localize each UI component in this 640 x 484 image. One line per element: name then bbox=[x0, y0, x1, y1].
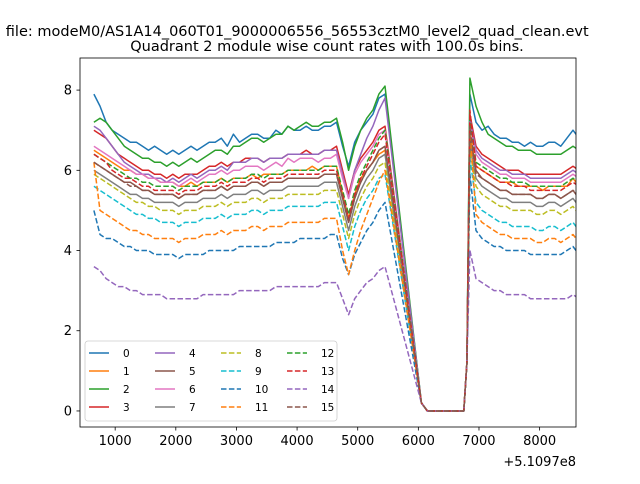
legend-label-3: 3 bbox=[123, 402, 130, 414]
series-line-11 bbox=[93, 129, 576, 412]
series-line-13 bbox=[93, 109, 576, 412]
series-line-8 bbox=[93, 149, 576, 412]
x-tick-label: 4000 bbox=[281, 434, 314, 449]
legend-label-6: 6 bbox=[189, 384, 196, 396]
x-tick-label: 8000 bbox=[523, 434, 556, 449]
legend-label-0: 0 bbox=[123, 348, 130, 360]
y-axis-ticks: 0 2 4 6 8 bbox=[64, 84, 80, 419]
y-tick-label: 8 bbox=[64, 84, 72, 99]
legend-label-8: 8 bbox=[255, 348, 262, 360]
legend-label-14: 14 bbox=[321, 384, 335, 396]
series-line-14 bbox=[93, 249, 576, 412]
x-tick-label: 1000 bbox=[99, 434, 132, 449]
x-tick-label: 3000 bbox=[220, 434, 253, 449]
legend-label-9: 9 bbox=[255, 366, 262, 378]
series-line-4 bbox=[93, 97, 576, 412]
series-line-10 bbox=[93, 173, 576, 412]
plot-area bbox=[79, 57, 577, 428]
legend-label-10: 10 bbox=[255, 384, 268, 396]
legend-label-7: 7 bbox=[189, 402, 196, 414]
series-line-7 bbox=[93, 145, 576, 412]
y-tick-label: 6 bbox=[64, 164, 72, 179]
y-tick-label: 4 bbox=[64, 244, 72, 259]
x-tick-label: 2000 bbox=[159, 434, 192, 449]
legend-label-15: 15 bbox=[321, 402, 334, 414]
legend-label-12: 12 bbox=[321, 348, 334, 360]
legend-box bbox=[84, 340, 338, 422]
x-tick-label: 7000 bbox=[462, 434, 495, 449]
series-line-6 bbox=[93, 125, 576, 412]
plot-frame bbox=[79, 57, 577, 428]
legend-label-1: 1 bbox=[123, 366, 130, 378]
x-tick-label: 6000 bbox=[402, 434, 435, 449]
x-axis-offset-label: +5.1097e8 bbox=[503, 455, 576, 470]
legend-label-11: 11 bbox=[255, 402, 268, 414]
chart-title: Quadrant 2 module wise count rates with … bbox=[130, 39, 524, 55]
x-tick-label: 5000 bbox=[341, 434, 374, 449]
series-line-0 bbox=[93, 93, 576, 412]
x-axis-ticks: 1000 2000 3000 4000 5000 6000 7000 8000 bbox=[99, 427, 556, 449]
series-line-15 bbox=[93, 125, 576, 412]
series-line-9 bbox=[93, 157, 576, 412]
y-tick-label: 0 bbox=[64, 404, 72, 419]
legend-label-4: 4 bbox=[189, 348, 196, 360]
y-tick-label: 2 bbox=[64, 324, 72, 339]
series-line-12 bbox=[93, 117, 576, 412]
legend-label-2: 2 bbox=[123, 384, 130, 396]
legend-label-13: 13 bbox=[321, 366, 334, 378]
chart-suptitle: n file: modeM0/AS1A14_060T01_9000006556_… bbox=[0, 24, 589, 40]
series-line-2 bbox=[93, 77, 576, 412]
legend-label-5: 5 bbox=[189, 366, 196, 378]
